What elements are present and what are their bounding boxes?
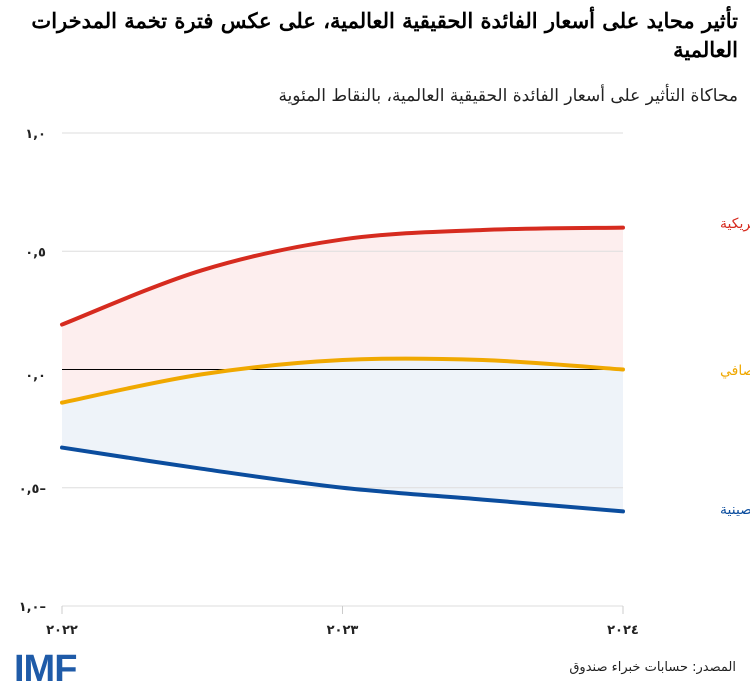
y-tick-label: ٠,٠ (25, 369, 46, 384)
x-tick-label: ٢٠٢٤ (607, 623, 639, 638)
y-tick-label: ٠,٥ (25, 245, 46, 260)
y-tick-label: ١,٠– (19, 600, 46, 615)
series-line (60, 225, 625, 327)
y-tick-label: ١,٠ (25, 127, 46, 142)
x-tick-label: ٢٠٢٢ (46, 623, 78, 638)
chart-subtitle: محاكاة التأثير على أسعار الفائدة الحقيقي… (278, 86, 738, 106)
series-label: الصافي (720, 363, 750, 379)
y-tick-label: ٠,٥– (19, 482, 46, 497)
chart-title: تأثير محايد على أسعار الفائدة الحقيقية ا… (31, 8, 738, 62)
imf-logo: IMF (14, 648, 77, 690)
lower-fill-area (62, 358, 623, 512)
x-tick-label: ٢٠٢٣ (327, 623, 359, 638)
series-line (60, 356, 625, 405)
series-label: المكونات الصينية (720, 502, 750, 518)
series-label: المكونات الأمريكية (720, 214, 750, 232)
series-line (60, 445, 625, 514)
source-note: المصدر: حسابات خبراء صندوق (569, 660, 736, 675)
